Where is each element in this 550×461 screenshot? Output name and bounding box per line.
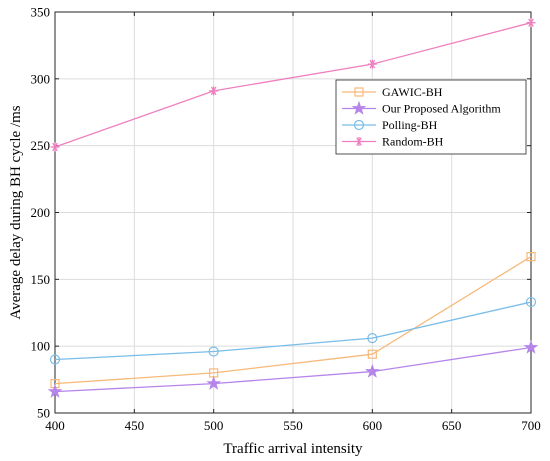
series-our-proposed-algorithm: [47, 339, 539, 398]
series-polling-bh: [49, 296, 537, 365]
legend-marker: [354, 87, 364, 97]
y-tick-label: 350: [31, 5, 51, 20]
y-tick-label: 50: [37, 406, 50, 421]
data-point-gawic-bh: [526, 252, 536, 262]
series-line-polling-bh: [54, 301, 532, 361]
legend-label: GAWIC-BH: [382, 85, 443, 99]
data-point-our-proposed-algorithm: [364, 363, 380, 378]
data-point-polling-bh: [367, 333, 378, 344]
y-tick-label: 300: [31, 71, 51, 86]
series-random-bh: [50, 18, 536, 152]
data-point-random-bh: [209, 86, 219, 96]
legend-entry-polling-bh: Polling-BH: [342, 118, 438, 132]
x-tick-label: 700: [521, 418, 541, 433]
legend-entry-gawic-bh: GAWIC-BH: [342, 85, 443, 99]
x-tick-label: 400: [45, 418, 65, 433]
legend-label: Polling-BH: [382, 118, 438, 132]
x-tick-label: 600: [363, 418, 383, 433]
grid: [54, 11, 532, 414]
x-tick-label: 550: [283, 418, 303, 433]
x-axis-label: Traffic arrival intensity: [223, 441, 363, 457]
legend-marker: [354, 137, 364, 146]
data-point-polling-bh: [49, 354, 61, 365]
data-point-random-bh: [50, 142, 60, 152]
series-line-our-proposed-algorithm: [54, 346, 532, 393]
axes: 400 450 500 550 600 650 700 50 100 150 200 250 300 35…: [31, 5, 541, 434]
legend-label: Our Proposed Algorithm: [382, 102, 501, 116]
data-point-random-bh: [526, 18, 536, 28]
data-point-our-proposed-algorithm: [47, 383, 63, 398]
y-tick-label: 150: [31, 272, 51, 287]
legend-entry-random-bh: Random-BH: [342, 135, 444, 149]
y-tick-label: 200: [31, 205, 51, 220]
data-point-polling-bh: [525, 296, 537, 308]
series-line-random-bh: [54, 22, 532, 148]
y-axis-label: Average delay during BH cycle /ms: [8, 105, 24, 319]
data-point-polling-bh: [208, 346, 219, 357]
legend-label: Random-BH: [382, 135, 444, 149]
series-line-gawic-bh: [54, 256, 532, 385]
x-tick-label: 500: [204, 418, 224, 433]
legend-entry-our-proposed-algorithm: Our Proposed Algorithm: [342, 100, 501, 116]
y-tick-label: 250: [31, 138, 51, 153]
legend-marker: [353, 119, 365, 131]
data-point-gawic-bh: [367, 349, 377, 359]
legend-marker: [351, 100, 367, 115]
legend: GAWIC-BH Our Proposed Algorithm Polling-BH…: [335, 79, 527, 155]
y-tick-label: 100: [31, 339, 51, 354]
data-point-our-proposed-algorithm: [206, 375, 222, 390]
x-tick-label: 650: [442, 418, 462, 433]
data-point-random-bh: [367, 59, 377, 69]
data-point-our-proposed-algorithm: [523, 339, 539, 354]
x-tick-label: 450: [125, 418, 145, 433]
series-layer: [47, 18, 539, 398]
